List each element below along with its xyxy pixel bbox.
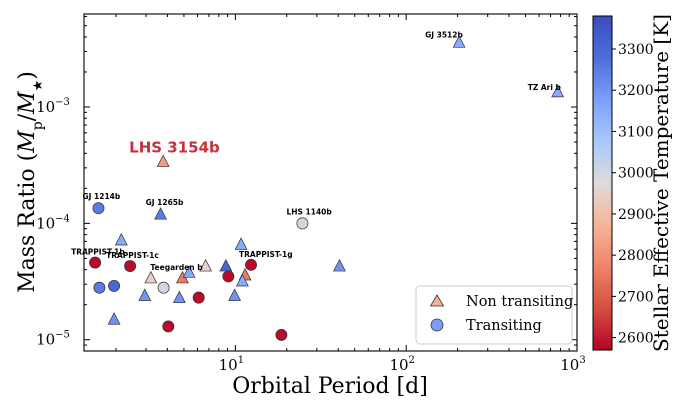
legend-non-transiting-label: Non transiting (466, 294, 573, 310)
x-tick-base: 10 (389, 356, 408, 374)
label-lhs-1140b: LHS 1140b (286, 207, 332, 216)
label-tz-ari-b: TZ Ari b (528, 83, 562, 92)
colorbar-tick-label: 2900 (618, 207, 654, 223)
point-gj-3512b (452, 35, 466, 48)
y-axis-title-star-sub: ★ (31, 80, 46, 92)
label-gj-1265b: GJ 1265b (146, 198, 184, 207)
data-point (108, 279, 121, 292)
data-point (192, 291, 205, 304)
y-tick-base: 10 (36, 331, 55, 349)
colorbar-ticks: 2600 2700 2800 2900 3000 3100 3200 3300 (612, 42, 654, 347)
y-tick-base: 10 (36, 214, 55, 232)
data-point (172, 290, 186, 304)
y-axis-title-close: ) (15, 71, 40, 80)
x-tick-label: 101 (219, 355, 244, 374)
y-tick-label: 10−4 (36, 213, 70, 232)
y-axis-title: Mass Ratio (Mp/M★) (15, 71, 46, 293)
x-axis-title: Orbital Period [d] (232, 374, 428, 399)
point-lhs-1140b (296, 217, 309, 230)
y-tick-base: 10 (36, 98, 55, 116)
colorbar-tick-label: 2600 (618, 331, 654, 347)
point-gj-1265b (154, 207, 168, 220)
y-tick-exponent: −3 (55, 97, 70, 108)
x-tick-exponent: 3 (579, 355, 585, 366)
x-tick-label: 103 (560, 355, 585, 374)
label-trappist-1c: TRAPPIST-1c (106, 251, 159, 260)
data-point (144, 270, 158, 284)
data-point (234, 237, 248, 250)
data-point (107, 312, 121, 325)
data-point (333, 258, 346, 272)
label-trappist-1b: TRAPPIST-1b (71, 248, 125, 257)
y-tick-label: 10−3 (36, 97, 70, 116)
planet-annotations: LHS 3154b GJ 3512b TZ Ari b GJ 1214b GJ 1265… (71, 30, 561, 272)
point-tz-ari-b (551, 84, 565, 98)
point-trappist-1g (245, 258, 257, 271)
colorbar-title: Stellar Effective Temperature [K] (649, 14, 673, 352)
data-point (162, 320, 175, 333)
data-point (222, 270, 235, 283)
legend-box (415, 285, 573, 345)
colorbar-tick-label: 2800 (618, 248, 654, 264)
label-gj-3512b: GJ 3512b (425, 30, 463, 39)
data-point (235, 273, 249, 287)
y-axis-title-mp: M (15, 130, 40, 154)
y-axis-title-mstar: M (15, 91, 40, 115)
x-tick-label: 102 (389, 355, 414, 374)
legend: Non transiting Transiting (415, 285, 573, 345)
legend-triangle-marker (429, 294, 445, 307)
data-point (93, 281, 106, 294)
data-point (228, 288, 242, 301)
data-point (275, 328, 288, 341)
colorbar-gradient (592, 15, 613, 351)
y-axis-title-mp-sub: p (30, 121, 46, 130)
data-point (138, 288, 152, 301)
colorbar-tick-label: 3100 (618, 124, 654, 140)
legend-transiting-label: Transiting (466, 318, 542, 334)
y-axis-title-open: Mass Ratio ( (15, 153, 40, 293)
colorbar-tick-label: 2700 (618, 289, 654, 305)
label-teegarden-b: Teegarden b (150, 263, 203, 272)
y-axis-title-slash: / (15, 113, 40, 121)
colorbar-tick-label: 3000 (618, 166, 654, 182)
point-trappist-1c (124, 260, 137, 272)
legend-circle-marker (430, 318, 444, 332)
point-trappist-1b (89, 256, 102, 269)
data-points (89, 35, 565, 341)
point-lhs-3154b (156, 154, 170, 167)
x-tick-base: 10 (219, 356, 238, 374)
data-point (157, 281, 170, 294)
label-gj-1214b: GJ 1214b (82, 192, 120, 201)
colorbar: 2600 2700 2800 2900 3000 3100 3200 3300 Stellar… (592, 14, 673, 352)
x-tick-base: 10 (560, 356, 579, 374)
y-tick-exponent: −5 (55, 330, 70, 341)
data-point (199, 258, 213, 272)
colorbar-tick-label: 3300 (618, 42, 654, 58)
y-tick-exponent: −4 (55, 213, 70, 224)
label-lhs-3154b: LHS 3154b (129, 139, 220, 157)
data-point (182, 265, 196, 278)
x-tick-exponent: 1 (238, 355, 244, 366)
y-tick-label: 10−5 (36, 330, 70, 349)
data-point (114, 232, 128, 246)
label-trappist-1g: TRAPPIST-1g (239, 250, 293, 259)
colorbar-tick-label: 3200 (618, 83, 654, 99)
point-gj-1214b (92, 202, 105, 215)
x-tick-exponent: 2 (409, 355, 415, 366)
